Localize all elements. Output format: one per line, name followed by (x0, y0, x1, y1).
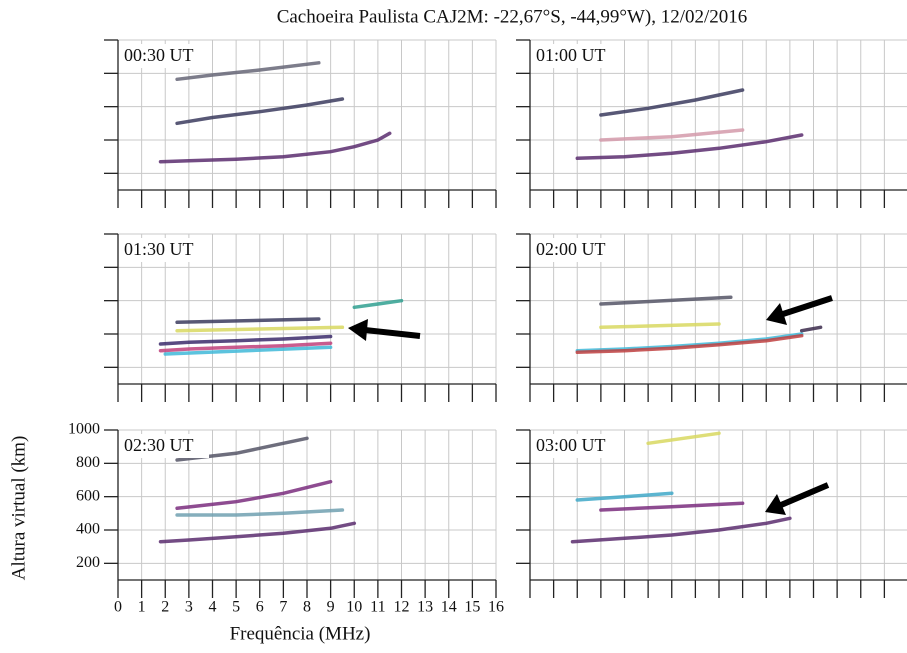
trace (175, 61, 321, 82)
panel-label-bg (121, 238, 209, 262)
trace (575, 491, 674, 502)
x-tick-label: 1 (138, 599, 146, 616)
trace (599, 295, 733, 306)
y-tick-label: 400 (76, 521, 100, 538)
figure-title: Cachoeira Paulista CAJ2M: -22,67°S, -44,… (277, 6, 748, 27)
panel: 0 1 2 3 4 5 6 7 8 9 10 11 12 13 14 15 162004006008001000… (68, 421, 504, 616)
panel-label-bg (533, 434, 621, 458)
x-tick-label: 10 (346, 599, 362, 616)
trace (175, 97, 345, 126)
panel-label-bg (533, 44, 621, 68)
panel-label: 01:00 UT (536, 45, 606, 65)
x-tick-label: 5 (232, 599, 240, 616)
x-tick-label: 0 (114, 599, 122, 616)
y-axis-label: Altura virtual (km) (8, 436, 29, 581)
x-tick-label: 16 (488, 599, 504, 616)
panel-label-bg (121, 434, 209, 458)
x-tick-label: 6 (256, 599, 264, 616)
trace (799, 325, 823, 333)
y-tick-label: 600 (76, 487, 100, 504)
trace (599, 88, 745, 117)
x-tick-label: 2 (161, 599, 169, 616)
x-tick-label: 9 (327, 599, 335, 616)
y-tick-label: 200 (76, 554, 100, 571)
x-axis-label: Frequência (MHz) (230, 623, 371, 644)
y-tick-label: 1000 (68, 421, 100, 438)
panel: 01:30 UT (104, 233, 497, 402)
trace (599, 501, 745, 512)
trace (599, 322, 721, 330)
trace (599, 128, 745, 142)
x-tick-label: 7 (279, 599, 287, 616)
x-tick-label: 14 (441, 599, 457, 616)
x-tick-label: 3 (185, 599, 193, 616)
x-tick-label: 12 (394, 599, 410, 616)
trace (158, 521, 357, 544)
trace (175, 325, 345, 333)
trace (175, 317, 321, 325)
x-tick-label: 4 (209, 599, 217, 616)
panel: 03:00 UT (516, 429, 907, 598)
panel: 02:00 UT (516, 233, 907, 402)
y-tick-label: 800 (76, 454, 100, 471)
arrow (765, 482, 830, 515)
trace (646, 431, 721, 446)
panel-label: 02:00 UT (536, 239, 606, 259)
x-tick-label: 11 (370, 599, 385, 616)
panel-label: 02:30 UT (124, 435, 194, 455)
x-tick-label: 13 (417, 599, 433, 616)
trace (575, 333, 804, 355)
trace (570, 516, 792, 544)
panel: 01:00 UT (516, 39, 907, 208)
trace (575, 133, 804, 161)
trace (163, 345, 333, 356)
trace (158, 334, 333, 346)
arrows (348, 295, 833, 515)
x-tick-label: 15 (464, 599, 480, 616)
panel-label: 03:00 UT (536, 435, 606, 455)
panel-label-bg (533, 238, 621, 262)
arrow (766, 295, 833, 325)
trace (352, 298, 404, 310)
panel-label: 00:30 UT (124, 45, 194, 65)
trace (175, 479, 333, 511)
panel: 00:30 UT (104, 39, 497, 208)
x-tick-label: 8 (303, 599, 311, 616)
arrow (348, 319, 421, 341)
trace (158, 341, 333, 353)
panel-label: 01:30 UT (124, 239, 194, 259)
panel-label-bg (121, 44, 209, 68)
trace (158, 131, 392, 164)
trace (175, 508, 345, 517)
